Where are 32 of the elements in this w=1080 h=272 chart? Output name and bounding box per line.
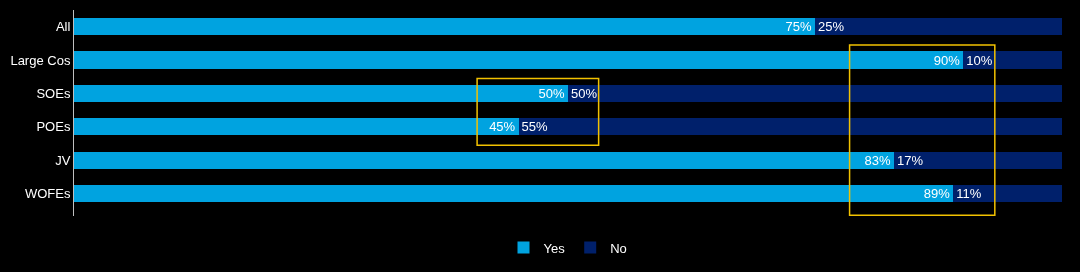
bar [74, 18, 815, 36]
data-label: 17% [897, 152, 924, 168]
data-label: 90% [933, 52, 961, 68]
data-label: 55% [521, 119, 549, 135]
y-tick-label: POEs [36, 119, 71, 135]
legend-label: No [610, 240, 627, 256]
bar [894, 151, 1062, 169]
data-label: 45% [489, 119, 516, 135]
bar [74, 151, 895, 169]
y-tick-label: All [55, 19, 71, 35]
y-tick-label: Large Cos [10, 52, 71, 68]
y-tick-label: SOEs [36, 85, 71, 101]
bar [74, 84, 568, 103]
bar [74, 184, 954, 203]
data-label: 10% [966, 52, 993, 68]
data-label: 25% [818, 19, 845, 35]
y-tick-label: WOFEs [24, 186, 71, 202]
bar [568, 84, 1062, 103]
data-label: 83% [864, 152, 892, 168]
data-label: 50% [538, 85, 565, 101]
data-label: 89% [923, 186, 951, 202]
legend-label: Yes [543, 240, 566, 256]
bar [74, 118, 519, 136]
data-label: 11% [956, 186, 982, 202]
y-tick-label: JV [55, 152, 71, 168]
bar [74, 51, 964, 69]
data-label: 75% [785, 19, 812, 35]
bar [953, 184, 1062, 203]
data-label: 50% [571, 85, 598, 101]
bar [518, 118, 1062, 136]
bar [963, 51, 1062, 69]
bar [815, 18, 1062, 36]
